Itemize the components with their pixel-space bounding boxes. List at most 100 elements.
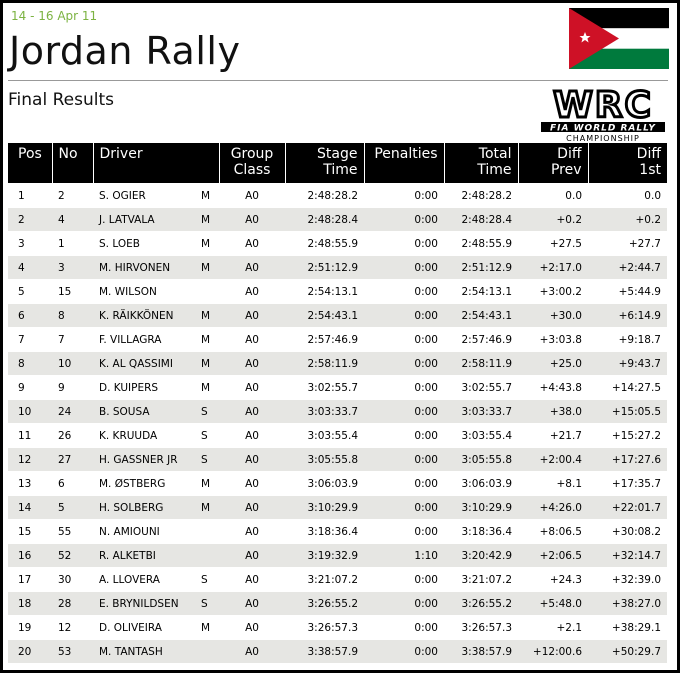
cell-diff-first: +38:27.0	[588, 591, 667, 616]
cell-penalties: 0:00	[364, 495, 444, 520]
cell-total: 3:05:55.8	[444, 447, 518, 472]
cell-group: A0	[219, 543, 285, 568]
cell-penalties: 0:00	[364, 591, 444, 616]
cell-total: 2:48:28.4	[444, 207, 518, 232]
cell-no: 8	[52, 303, 93, 328]
cell-driver: M. ØSTBERG	[93, 471, 195, 496]
cell-no: 3	[52, 255, 93, 280]
cell-stage: 3:26:57.3	[285, 615, 364, 640]
cell-total: 2:58:11.9	[444, 351, 518, 376]
cell-total: 3:18:36.4	[444, 519, 518, 544]
cell-no: 12	[52, 615, 93, 640]
cell-group: A0	[219, 375, 285, 400]
cell-stage: 3:05:55.8	[285, 447, 364, 472]
cell-diff-first: +2:44.7	[588, 255, 667, 280]
cell-driver: F. VILLAGRA	[93, 327, 195, 352]
cell-mark	[195, 639, 219, 663]
cell-no: 55	[52, 519, 93, 544]
cell-pos: 19	[8, 615, 52, 640]
cell-driver: N. AMIOUNI	[93, 519, 195, 544]
cell-diff-first: +15:27.2	[588, 423, 667, 448]
cell-driver: S. LOEB	[93, 231, 195, 256]
cell-penalties: 0:00	[364, 375, 444, 400]
cell-diff-prev: +30.0	[518, 303, 588, 328]
cell-total: 2:48:28.2	[444, 183, 518, 208]
logo-line1: FIA WORLD RALLY	[550, 124, 656, 134]
column-header: Penalties	[363, 143, 444, 184]
cell-group: A0	[219, 327, 285, 352]
cell-driver: H. GASSNER JR	[93, 447, 195, 472]
cell-pos: 14	[8, 495, 52, 520]
cell-total: 3:26:57.3	[444, 615, 518, 640]
cell-group: A0	[219, 519, 285, 544]
cell-stage: 3:19:32.9	[285, 543, 364, 568]
cell-total: 3:03:55.4	[444, 423, 518, 448]
cell-group: A0	[219, 399, 285, 424]
cell-stage: 3:21:07.2	[285, 567, 364, 592]
cell-total: 2:51:12.9	[444, 255, 518, 280]
result-row: 5 15 M. WILSON A0 2:54:13.1 0:00 2:54:13.1 +3:0…	[8, 279, 667, 304]
cell-penalties: 0:00	[364, 351, 444, 376]
cell-driver: E. BRYNILDSEN	[93, 591, 195, 616]
cell-stage: 2:48:55.9	[285, 231, 364, 256]
cell-diff-prev: +8.1	[518, 471, 588, 496]
cell-mark: M	[195, 303, 219, 328]
cell-stage: 3:10:29.9	[285, 495, 364, 520]
cell-pos: 5	[8, 279, 52, 304]
column-header: Total Time	[443, 143, 518, 184]
cell-mark: M	[195, 255, 219, 280]
cell-no: 26	[52, 423, 93, 448]
result-row: 18 28 E. BRYNILDSEN S A0 3:26:55.2 0:00 3:26:55…	[8, 591, 667, 616]
column-header: Stage Time	[284, 143, 364, 184]
cell-diff-prev: +21.7	[518, 423, 588, 448]
result-row: 11 26 K. KRUUDA S A0 3:03:55.4 0:00 3:03:55.4 +2…	[8, 423, 667, 448]
cell-mark: M	[195, 471, 219, 496]
cell-pos: 9	[8, 375, 52, 400]
result-row: 10 24 B. SOUSA S A0 3:03:33.7 0:00 3:03:33.7 +38…	[8, 399, 667, 424]
cell-mark: M	[195, 183, 219, 208]
cell-total: 3:06:03.9	[444, 471, 518, 496]
cell-driver: D. KUIPERS	[93, 375, 195, 400]
cell-pos: 16	[8, 543, 52, 568]
cell-mark: M	[195, 351, 219, 376]
cell-diff-first: +30:08.2	[588, 519, 667, 544]
header-text: Group Class	[230, 146, 274, 178]
result-row: 15 55 N. AMIOUNI A0 3:18:36.4 0:00 3:18:36.4 +8…	[8, 519, 667, 544]
cell-no: 10	[52, 351, 93, 376]
cell-diff-prev: +38.0	[518, 399, 588, 424]
cell-group: A0	[219, 351, 285, 376]
cell-diff-first: +17:35.7	[588, 471, 667, 496]
result-row: 20 53 M. TANTASH A0 3:38:57.9 0:00 3:38:57.9 +1…	[8, 639, 667, 663]
cell-pos: 10	[8, 399, 52, 424]
result-row: 4 3 M. HIRVONEN M A0 2:51:12.9 0:00 2:51:12.9 +2…	[8, 255, 667, 280]
cell-total: 3:03:33.7	[444, 399, 518, 424]
cell-group: A0	[219, 495, 285, 520]
header-text: No	[58, 146, 78, 162]
result-row: 17 30 A. LLOVERA S A0 3:21:07.2 0:00 3:21:07.2 +…	[8, 567, 667, 592]
cell-pos: 12	[8, 447, 52, 472]
cell-penalties: 0:00	[364, 567, 444, 592]
cell-no: 9	[52, 375, 93, 400]
cell-group: A0	[219, 567, 285, 592]
results-table: Pos No Driver Group Class Stage Time Penaltie…	[8, 143, 667, 663]
cell-group: A0	[219, 615, 285, 640]
cell-driver: H. SOLBERG	[93, 495, 195, 520]
cell-total: 3:38:57.9	[444, 639, 518, 663]
cell-stage: 2:54:13.1	[285, 279, 364, 304]
result-row: 8 10 K. AL QASSIMI M A0 2:58:11.9 0:00 2:58:11.…	[8, 351, 667, 376]
result-row: 9 9 D. KUIPERS M A0 3:02:55.7 0:00 3:02:55.7 +4:…	[8, 375, 667, 400]
cell-no: 30	[52, 567, 93, 592]
cell-driver: J. LATVALA	[93, 207, 195, 232]
cell-mark	[195, 279, 219, 304]
cell-penalties: 0:00	[364, 399, 444, 424]
result-row: 12 27 H. GASSNER JR S A0 3:05:55.8 0:00 3:05:55…	[8, 447, 667, 472]
cell-penalties: 0:00	[364, 183, 444, 208]
cell-driver: B. SOUSA	[93, 399, 195, 424]
cell-penalties: 0:00	[364, 207, 444, 232]
cell-penalties: 0:00	[364, 327, 444, 352]
cell-pos: 13	[8, 471, 52, 496]
cell-diff-prev: +12:00.6	[518, 639, 588, 663]
cell-pos: 3	[8, 231, 52, 256]
header-text: Total Time	[477, 146, 512, 178]
